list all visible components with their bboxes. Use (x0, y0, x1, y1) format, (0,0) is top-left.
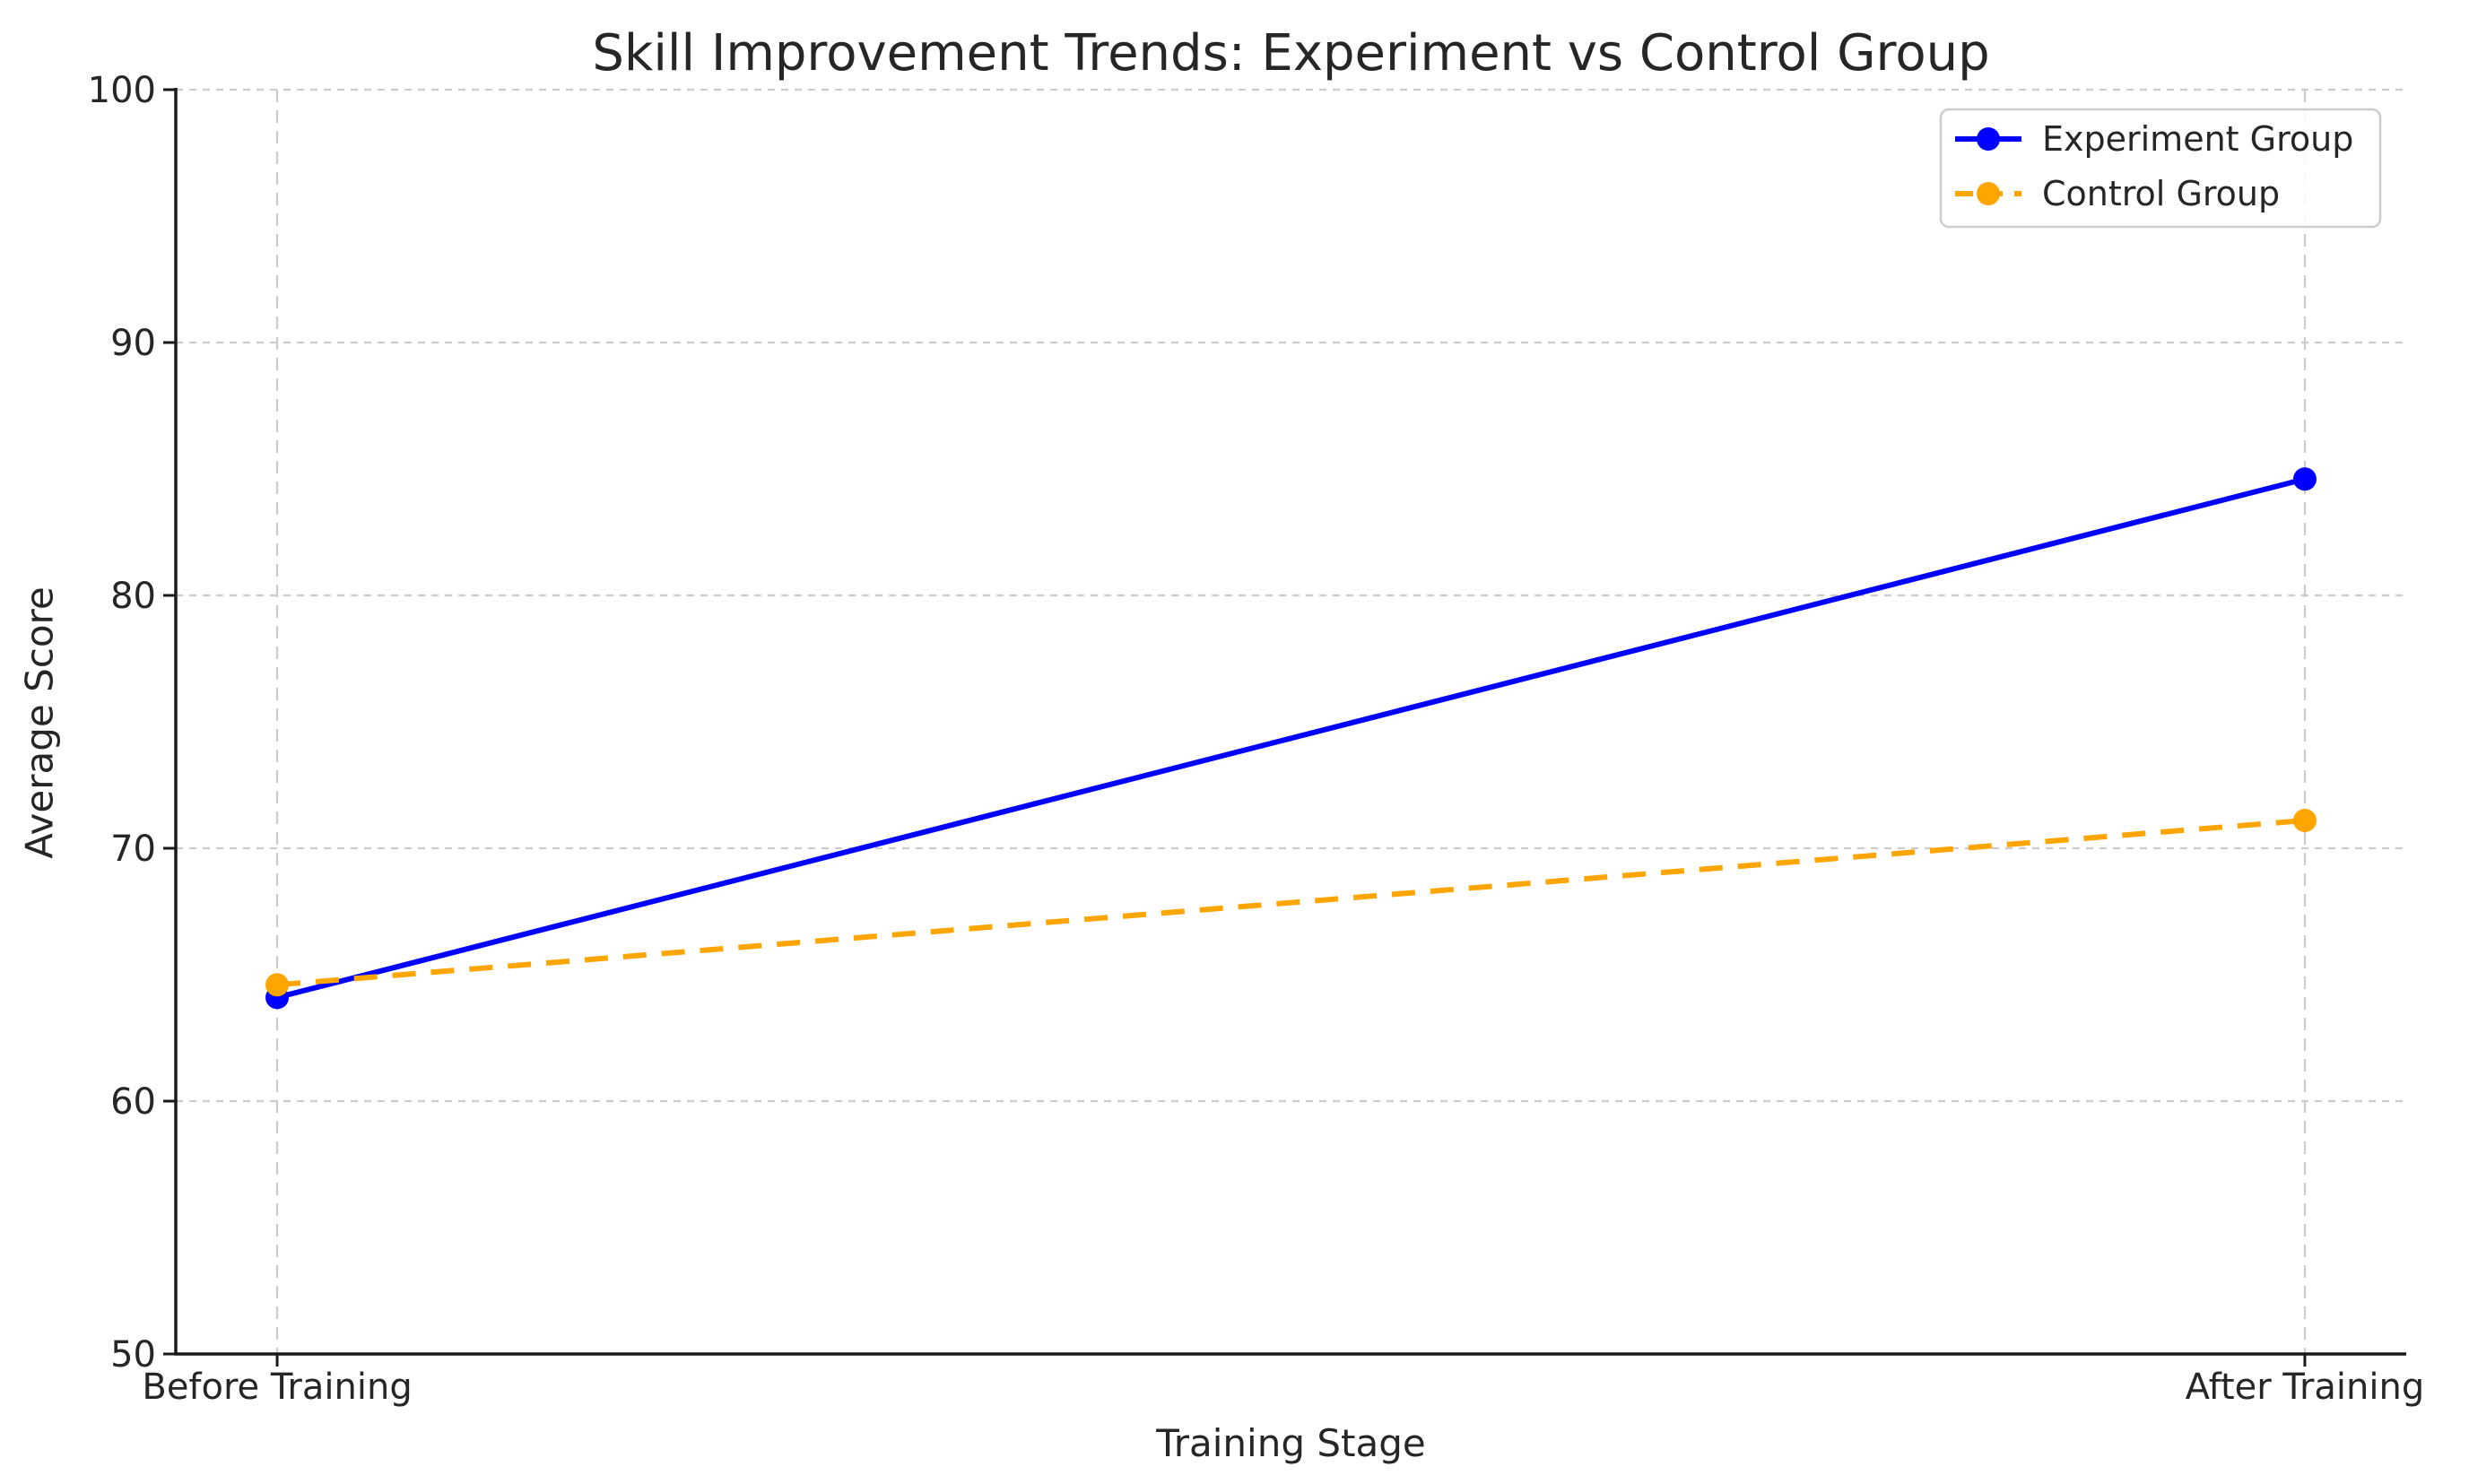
legend-box (1939, 108, 2382, 229)
legend-entry: Control Group (1955, 174, 2280, 213)
y-tick-label: 70 (110, 829, 156, 870)
experiment-group-series (265, 467, 2317, 1010)
chart-title: Skill Improvement Trends: Experiment vs … (592, 24, 1990, 82)
y-tick-label: 80 (110, 576, 156, 617)
experiment-group-line (276, 476, 2306, 1001)
control-group-data-point-marker (265, 973, 290, 997)
y-tick-label: 100 (88, 70, 156, 111)
control-group-series (265, 808, 2317, 997)
y-tick-label: 50 (110, 1334, 156, 1376)
legend-entry: Experiment Group (1955, 119, 2353, 159)
y-tick-label: 90 (110, 323, 156, 364)
x-tick-label: Before Training (142, 1367, 412, 1408)
control-group-line (276, 817, 2306, 988)
control-group-data-point-marker (2292, 808, 2317, 832)
x-tick-label: After Training (2186, 1367, 2425, 1408)
x-axis-label: Training Stage (1156, 1421, 1426, 1465)
grid-lines (176, 88, 2406, 1356)
legend-marker (1977, 127, 2000, 151)
legend-label: Experiment Group (2042, 119, 2353, 159)
y-tick-label: 60 (110, 1081, 156, 1123)
experiment-group-data-point-marker (2292, 467, 2317, 491)
axis-ticks: 50 60 70 80 90 100 Before Training After Traini… (88, 70, 2425, 1408)
legend-label: Control Group (2042, 174, 2280, 213)
legend: Experiment Group Control Group (1939, 108, 2382, 229)
legend-marker (1977, 182, 2000, 205)
